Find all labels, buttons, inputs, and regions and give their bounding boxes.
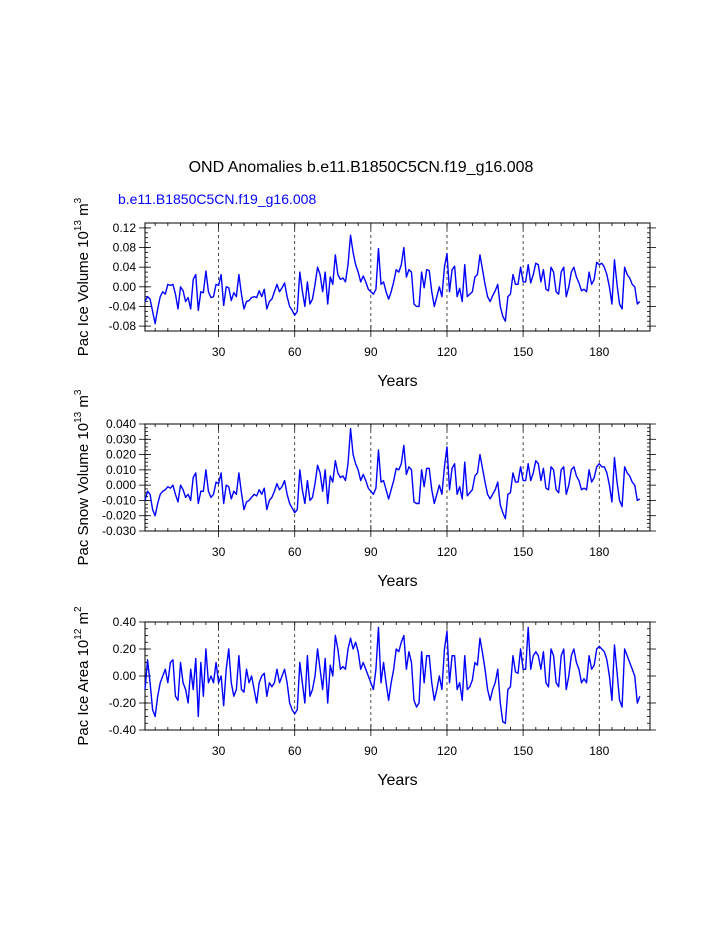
ice-area-ytick-label: -0.40 xyxy=(109,723,137,737)
snow-volume-ytick-label: 0.020 xyxy=(106,448,136,462)
snow-volume-series-line xyxy=(144,427,641,520)
ice-volume-ytick-label: 0.08 xyxy=(113,241,137,255)
snow-volume-ylabel-part: Pac Snow Volume 10 xyxy=(75,423,92,566)
ice-volume-xlabel: Years xyxy=(377,373,417,390)
ice-volume-ylabel-part: m xyxy=(75,203,92,220)
ice-area-ylabel-part: Pac Ice Area 10 xyxy=(75,640,92,746)
snow-volume-ytick-label: 0.010 xyxy=(106,463,136,477)
snow-volume-xtick-label: 120 xyxy=(437,545,457,559)
ice-area-ytick-label: 0.40 xyxy=(113,615,137,629)
ice-area-xtick-label: 30 xyxy=(212,744,226,758)
figure-subtitle: b.e11.B1850C5CN.f19_g16.008 xyxy=(118,191,316,207)
ice-area-xlabel: Years xyxy=(377,772,417,789)
snow-volume-xlabel: Years xyxy=(377,573,417,590)
ice-volume-xtick-label: 60 xyxy=(288,345,302,359)
ice-volume-ytick-label: 0.12 xyxy=(113,221,137,235)
figure-title: OND Anomalies b.e11.B1850C5CN.f19_g16.00… xyxy=(189,159,534,176)
snow-volume-ytick-label: -0.020 xyxy=(102,509,136,523)
ice-volume-xtick-label: 150 xyxy=(513,345,533,359)
snow-volume-ytick-label: 0.030 xyxy=(106,432,136,446)
snow-volume-ylabel-part: m xyxy=(75,395,92,412)
snow-volume-ytick-label: -0.010 xyxy=(102,493,136,507)
ice-volume-ytick-label: -0.04 xyxy=(109,299,137,313)
snow-volume-xtick-label: 30 xyxy=(212,545,226,559)
ice-volume-ylabel-part: 3 xyxy=(73,197,84,203)
ice-area-ylabel-part: m xyxy=(75,612,92,629)
panels: 30 60 90 120 150 180 -0.08 -0.04 0.00 0.04 0.08 0.1… xyxy=(73,197,656,789)
ice-area-ytick-label: -0.20 xyxy=(109,696,137,710)
snow-volume-ytick-label: 0.040 xyxy=(106,417,136,431)
snow-volume-ytick-label: 0.000 xyxy=(106,478,136,492)
ice-volume-xtick-label: 180 xyxy=(589,345,609,359)
ice-area-xtick-label: 60 xyxy=(288,744,302,758)
ice-volume-ylabel: Pac Ice Volume 1013 m3 xyxy=(73,197,92,356)
snow-volume-ylabel-part: 3 xyxy=(73,389,84,395)
panel-ice-volume: 30 60 90 120 150 180 -0.08 -0.04 0.00 0.04 0.08 0.1… xyxy=(73,197,656,390)
ice-area-ylabel: Pac Ice Area 1012 m2 xyxy=(73,606,92,746)
ice-volume-ytick-label: 0.00 xyxy=(113,280,137,294)
ice-volume-ylabel-part: 13 xyxy=(73,220,84,232)
ice-volume-xtick-label: 30 xyxy=(212,345,226,359)
ice-volume-ylabel-part: Pac Ice Volume 10 xyxy=(75,231,92,356)
snow-volume-xtick-label: 90 xyxy=(364,545,378,559)
ice-area-xtick-label: 90 xyxy=(364,744,378,758)
ice-volume-series-line xyxy=(144,234,641,325)
ice-volume-xtick-label: 120 xyxy=(437,345,457,359)
ice-area-ytick-label: 0.20 xyxy=(113,642,137,656)
ice-volume-ytick-label: -0.08 xyxy=(109,319,137,333)
ice-area-xtick-label: 120 xyxy=(437,744,457,758)
ice-area-ylabel-part: 2 xyxy=(73,606,84,612)
snow-volume-ylabel: Pac Snow Volume 1013 m3 xyxy=(73,389,92,565)
panel-ice-area: 30 60 90 120 150 180 -0.40 -0.20 0.00 0.20 0.40 Yea… xyxy=(73,606,656,789)
ice-area-ytick-label: 0.00 xyxy=(113,669,137,683)
ice-area-xtick-label: 180 xyxy=(589,744,609,758)
snow-volume-ytick-label: -0.030 xyxy=(102,524,136,538)
snow-volume-ylabel-part: 13 xyxy=(73,411,84,423)
ice-volume-ytick-label: 0.04 xyxy=(113,260,137,274)
panel-snow-volume: 30 60 90 120 150 180-0.030-0.020-0.0100.0000.… xyxy=(73,389,656,590)
snow-volume-xtick-label: 60 xyxy=(288,545,302,559)
ice-area-ylabel-part: 12 xyxy=(73,628,84,640)
ice-area-series-line xyxy=(144,626,641,724)
snow-volume-xtick-label: 180 xyxy=(589,545,609,559)
snow-volume-xtick-label: 150 xyxy=(513,545,533,559)
ice-volume-xtick-label: 90 xyxy=(364,345,378,359)
ice-area-xtick-label: 150 xyxy=(513,744,533,758)
